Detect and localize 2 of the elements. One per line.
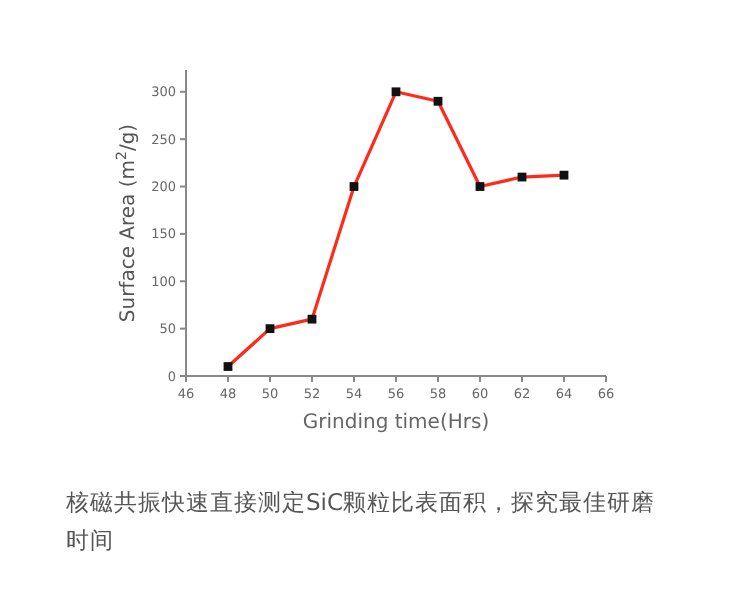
x-axis-title: Grinding time(Hrs)	[302, 412, 490, 434]
text: 核磁共振快速直接测定SiC颗粒比表面积，探究最佳研磨时间	[66, 486, 658, 558]
